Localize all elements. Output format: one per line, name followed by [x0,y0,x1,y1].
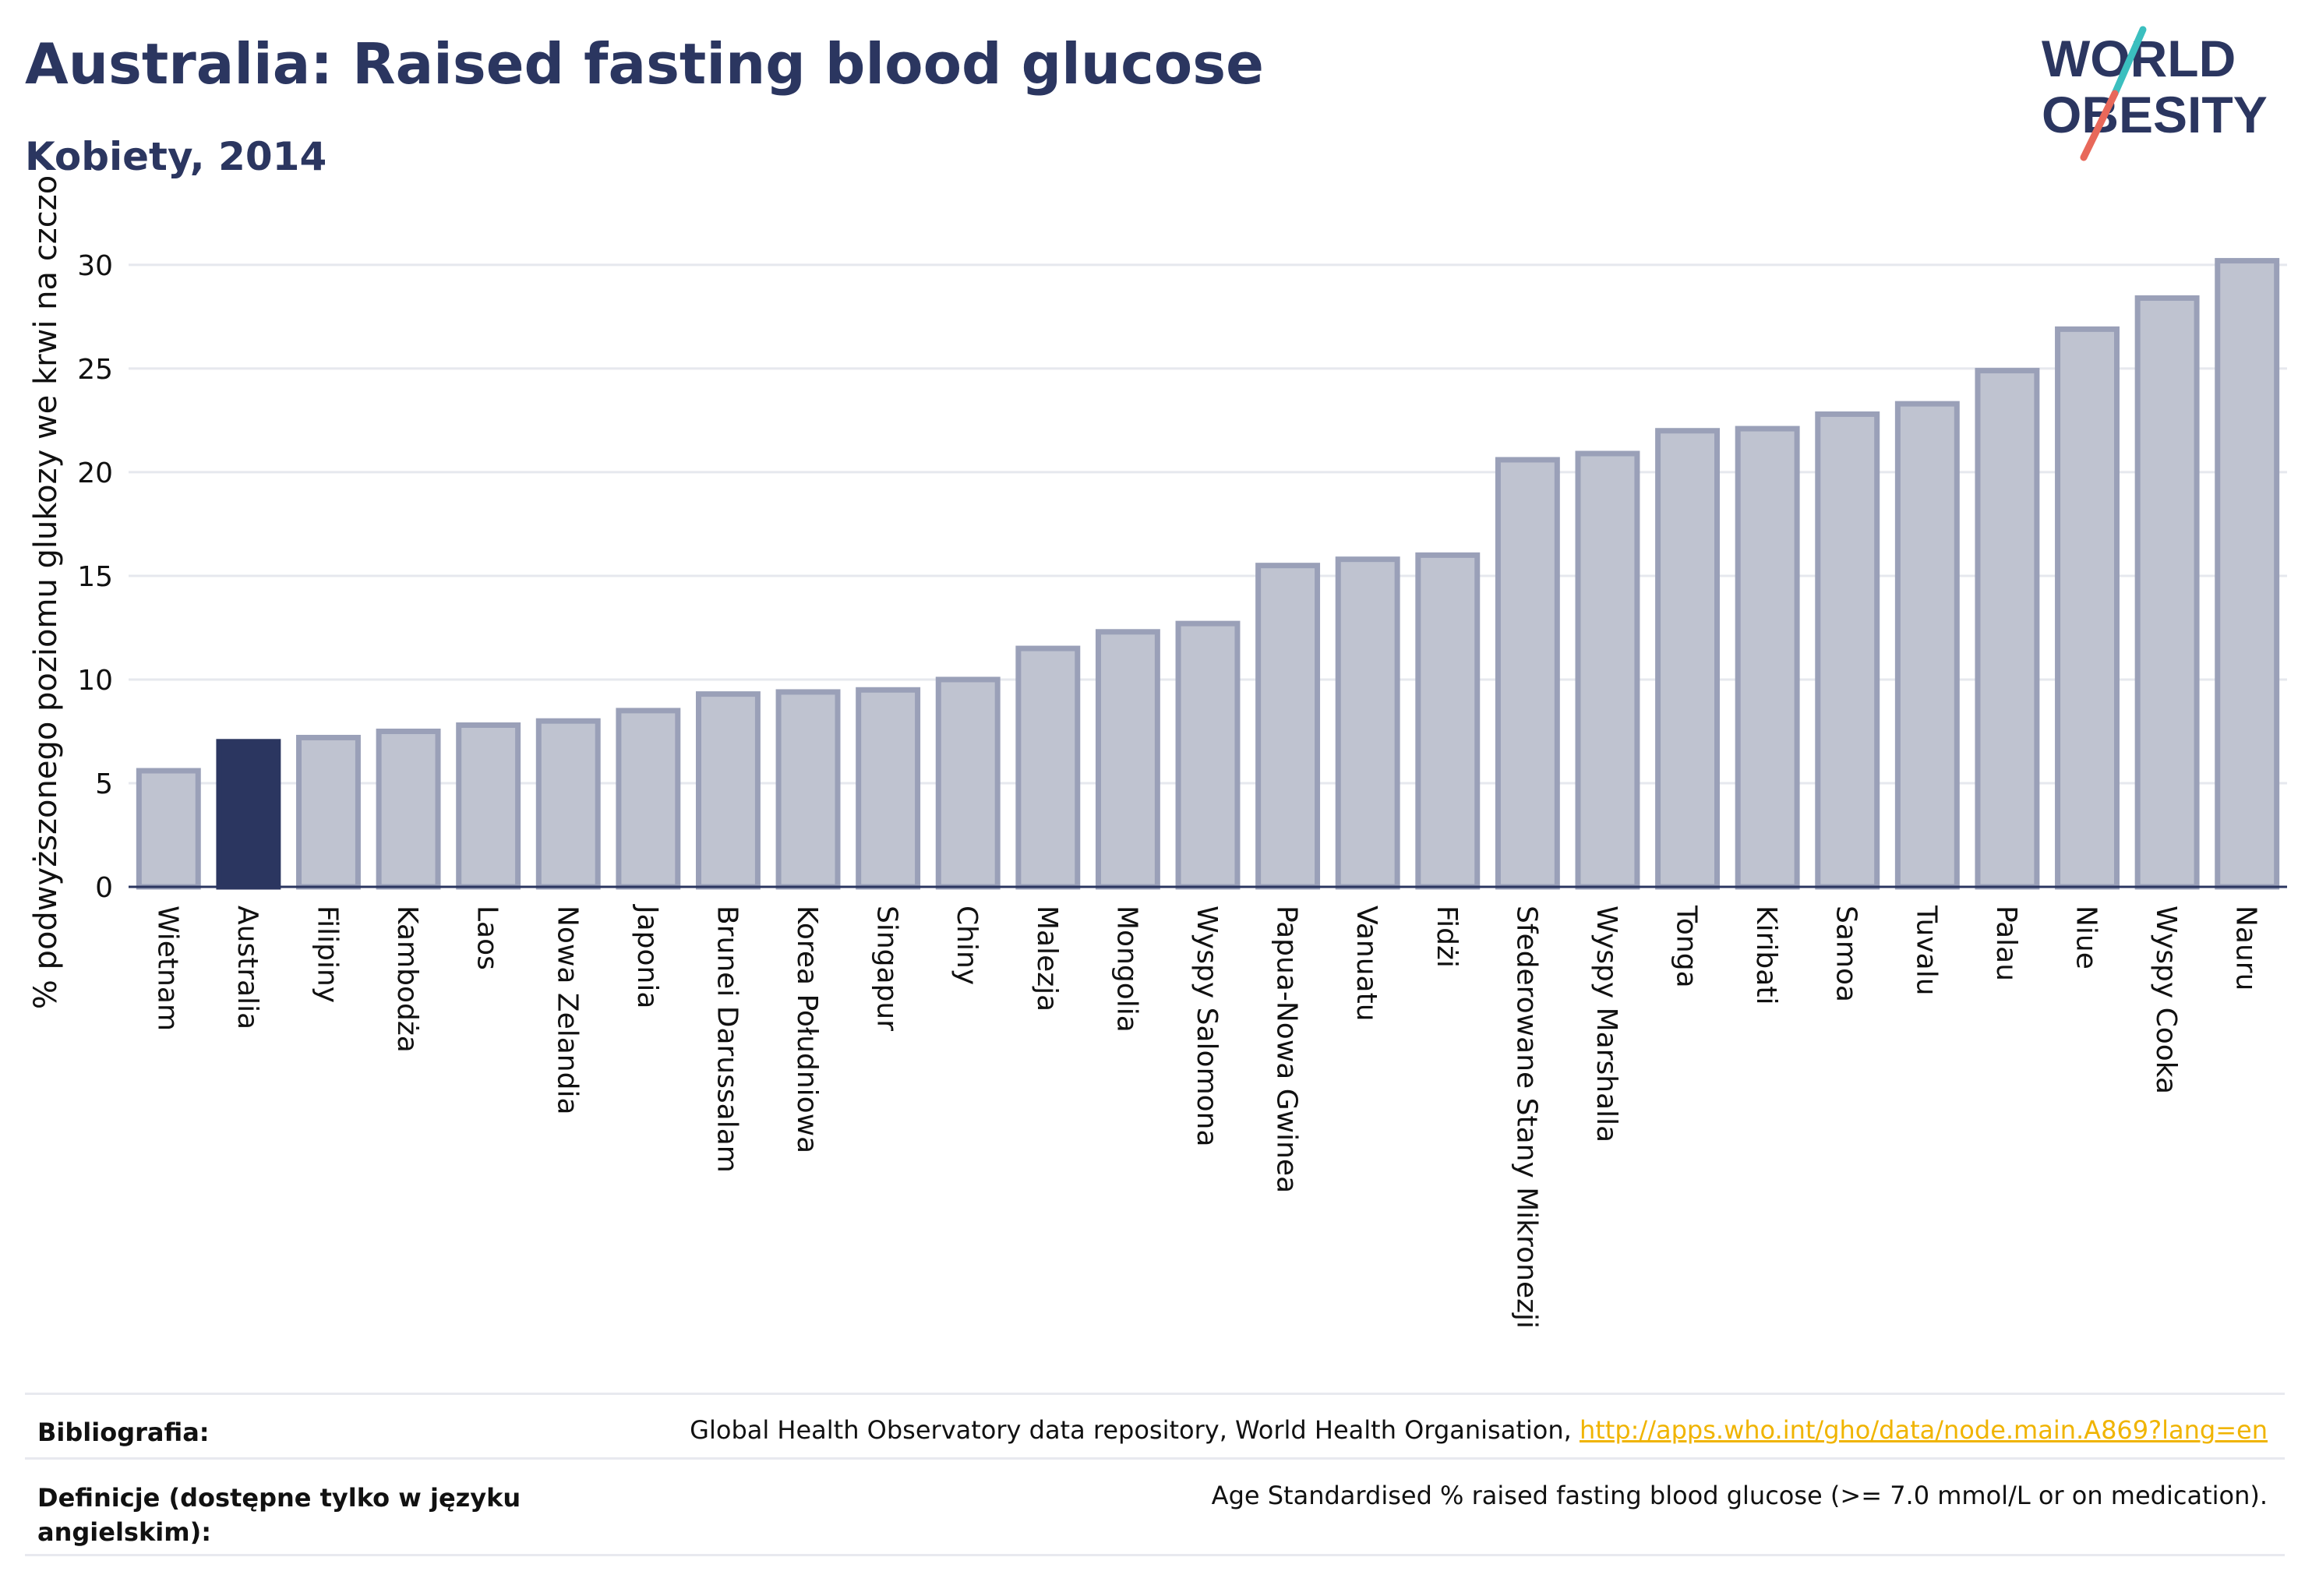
x-tick-label: Palau [1990,906,2022,981]
bar-brunei-darussalam[interactable] [695,691,761,890]
x-tick-label: Brunei Darussalam [711,906,743,1173]
x-tick-label: Australia [231,906,263,1029]
bar-australia[interactable] [216,739,281,890]
bar-vanuatu[interactable] [1335,556,1400,890]
bar-chiny[interactable] [935,676,1001,890]
x-tick-label: Niue [2070,906,2102,969]
x-tick-label: Korea Południowa [791,906,823,1153]
chart-subtitle: Kobiety, 2014 [25,134,327,179]
definitions-label: Definicje (dostępne tylko w języku angie… [37,1483,521,1547]
x-tick-label: Nauru [2230,906,2262,990]
footer-divider-top [25,1393,2285,1395]
bar-wyspy-salomona[interactable] [1175,620,1241,890]
x-tick-label: Mongolia [1110,906,1142,1033]
y-tick-label: 10 [77,665,113,697]
bar-samoa[interactable] [1815,411,1880,890]
x-tick-label: Chiny [951,906,983,985]
bar-wyspy-cooka[interactable] [2134,295,2200,890]
bibliography-label: Bibliografia: [37,1418,210,1447]
x-tick-label: Wyspy Cooka [2150,906,2182,1094]
footer-divider-bottom [25,1554,2285,1556]
x-tick-label: Filipiny [311,906,343,1003]
x-tick-label: Tonga [1671,905,1703,988]
bars [136,258,2280,890]
bar-sfederowane-stany-mikronezji[interactable] [1495,457,1560,890]
x-tick-label: Vanuatu [1350,906,1382,1022]
y-tick-label: 25 [77,354,113,386]
bar-tuvalu[interactable] [1894,401,1960,890]
bar-malezja[interactable] [1015,645,1081,890]
x-tick-label: Japonia [631,904,663,1008]
y-tick-label: 30 [77,250,113,282]
bibliography-link[interactable]: http://apps.who.int/gho/data/node.main.A… [1579,1415,2268,1445]
y-axis-label: % podwyższonego poziomu glukozy we krwi … [28,175,64,1009]
bar-singapur[interactable] [856,687,921,890]
bar-japonia[interactable] [616,708,681,890]
bar-papua-nowa-gwinea[interactable] [1255,563,1321,890]
x-tick-label: Malezja [1031,906,1063,1012]
bar-mongolia[interactable] [1095,629,1160,890]
x-tick-label: Singapur [871,906,903,1031]
bar-chart: 0 5 10 15 20 25 30 Wietnam Australia Filipiny Kam… [28,175,2287,1329]
bibliography-text: Global Health Observatory data repositor… [690,1415,1580,1445]
y-tick-label: 15 [77,561,113,593]
bar-palau[interactable] [1975,368,2040,890]
x-tick-label: Fidżi [1431,906,1463,968]
bar-nauru[interactable] [2215,258,2280,890]
x-tick-label: Papua-Nowa Gwinea [1271,906,1303,1193]
bar-filipiny[interactable] [296,734,361,890]
x-tick-label: Nowa Zelandia [551,906,583,1115]
y-tick-labels: 0 5 10 15 20 25 30 [77,250,113,904]
bar-korea-południowa[interactable] [775,689,841,890]
x-tick-label: Wyspy Marshalla [1590,906,1622,1142]
y-tick-label: 0 [95,872,113,904]
x-tick-label: Tuvalu [1910,905,1942,996]
bar-kiribati[interactable] [1735,425,1800,890]
footer-divider-middle [25,1457,2285,1460]
x-tick-label: Sfederowane Stany Mikronezji [1510,906,1542,1329]
bar-niue[interactable] [2055,326,2120,890]
bar-tonga[interactable] [1655,428,1721,890]
y-tick-label: 5 [95,768,113,800]
logo-text-obesity: OBESITY [2042,86,2268,143]
x-tick-label: Kambodża [391,906,423,1053]
definitions-value: Age Standardised % raised fasting blood … [1211,1481,2268,1510]
bar-wietnam[interactable] [136,768,201,890]
logo-slash-teal [2111,26,2147,97]
x-tick-label: Wyspy Salomona [1191,906,1223,1147]
x-tick-label: Samoa [1830,906,1862,1002]
world-obesity-logo[interactable]: WORLD OBESITY [2026,23,2291,164]
bar-laos[interactable] [456,722,521,890]
bar-nowa-zelandia[interactable] [535,718,601,890]
bar-wyspy-marshalla[interactable] [1575,450,1640,890]
bibliography-value: Global Health Observatory data repositor… [690,1415,2268,1445]
x-tick-label: Laos [471,906,503,970]
chart-title: Australia: Raised fasting blood glucose [25,31,1264,97]
bar-fidżi[interactable] [1415,552,1481,890]
x-tick-labels: Wietnam Australia Filipiny Kambodża Laos Nowa… [151,904,2261,1329]
x-tick-label: Wietnam [151,906,183,1031]
x-tick-label: Kiribati [1750,906,1782,1005]
logo-slash-red [2080,90,2119,161]
bar-kambodża[interactable] [376,728,441,890]
y-tick-label: 20 [77,457,113,489]
